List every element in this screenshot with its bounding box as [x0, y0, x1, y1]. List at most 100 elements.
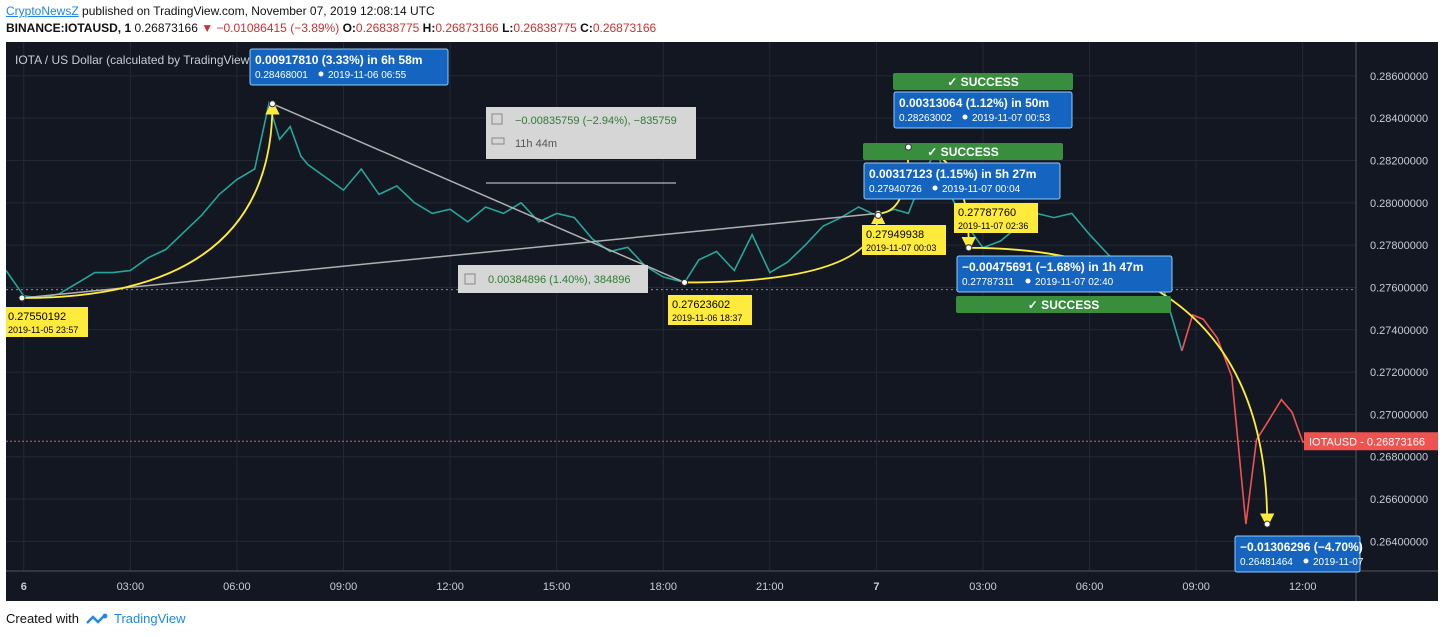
publish-line: CryptoNewsZ published on TradingView.com… — [6, 4, 435, 18]
x-tick-label: 18:00 — [649, 581, 677, 593]
price-label-box — [668, 295, 752, 325]
price-label-time: 2019-11-07 00:03 — [866, 243, 936, 253]
price-label-time: 2019-11-06 18:37 — [672, 313, 742, 323]
last-price: 0.26873166 — [134, 21, 198, 35]
price-line-down — [1181, 313, 1314, 525]
y-tick-label: 0.28200000 — [1370, 155, 1428, 167]
low-label: L: — [502, 21, 514, 35]
y-tick-label: 0.27200000 — [1370, 367, 1428, 379]
last-price-tag — [1304, 432, 1438, 451]
open-label: O: — [342, 21, 356, 35]
callout-box — [956, 255, 1173, 293]
price-label-box — [6, 307, 88, 337]
publisher-link[interactable]: CryptoNewsZ — [6, 4, 79, 18]
callout-box — [249, 48, 449, 86]
callout-change: 0.00917810 (3.33%) in 6h 58m — [255, 53, 422, 67]
created-with-text: Created with — [6, 611, 79, 626]
callout-time: 2019-11-06 06:55 — [328, 70, 407, 81]
duration-icon — [491, 137, 505, 145]
published-text: published on TradingView.com, November 0… — [78, 4, 435, 18]
price-label-box — [862, 225, 946, 255]
price-label-value: 0.27623602 — [672, 299, 730, 311]
callout-change: 0.00313064 (1.12%) in 50m — [899, 96, 1049, 110]
clock-icon — [962, 114, 968, 120]
callout-price: 0.28263002 — [899, 113, 952, 124]
x-tick-label: 03:00 — [969, 581, 997, 593]
measure-box — [486, 107, 696, 159]
symbol-label: BINANCE:IOTAUSD, 1 — [6, 21, 132, 35]
price-label-time: 2019-11-05 23:57 — [8, 325, 78, 335]
last-price-tag-text: IOTAUSD - 0.26873166 — [1309, 436, 1425, 448]
success-banner — [893, 73, 1073, 90]
callout-price: 0.28468001 — [255, 70, 308, 81]
y-tick-label: 0.27800000 — [1370, 240, 1428, 252]
callout-price: 0.26481464 — [1240, 557, 1293, 568]
y-tick-label: 0.26400000 — [1370, 536, 1428, 548]
y-tick-label: 0.26800000 — [1370, 452, 1428, 464]
x-tick-label: 12:00 — [436, 581, 464, 593]
callout-box — [863, 162, 1061, 200]
price-label-value: 0.27949938 — [866, 229, 924, 241]
anchor-point — [18, 294, 26, 302]
measure-box-text: 11h 44m — [515, 138, 557, 150]
y-tick-label: 0.28400000 — [1370, 113, 1428, 125]
price-label-time: 2019-11-07 02:36 — [958, 221, 1028, 231]
tradingview-logo-icon — [85, 613, 108, 624]
trend-line — [21, 212, 879, 299]
anchor-point — [268, 100, 276, 108]
x-tick-label: 21:00 — [756, 581, 784, 593]
y-tick-label: 0.27000000 — [1370, 409, 1428, 421]
ohlc-line: BINANCE:IOTAUSD, 1 0.26873166 ▼ −0.01086… — [6, 21, 656, 35]
arrow-path — [968, 246, 1275, 528]
callout-box — [1234, 535, 1361, 573]
change-value: −0.01086415 (−3.89%) — [216, 21, 340, 35]
down-arrow-icon: ▼ — [201, 21, 214, 35]
high-value: 0.26873166 — [435, 21, 499, 35]
anchor-point — [874, 211, 882, 219]
anchor-point — [681, 278, 689, 286]
callout-change: 0.00317123 (1.15%) in 5h 27m — [869, 167, 1036, 181]
y-tick-label: 0.27400000 — [1370, 325, 1428, 337]
price-label-value: 0.27550192 — [8, 311, 66, 323]
callout-box — [893, 91, 1073, 129]
price-label-box — [954, 203, 1038, 233]
price-label-value: 0.27787760 — [958, 207, 1016, 219]
x-tick-label: 12:00 — [1289, 581, 1317, 593]
high-label: H: — [422, 21, 436, 35]
anchor-point — [965, 244, 973, 252]
callout-time: 2019-11-07 00:04 — [942, 184, 1021, 195]
arrow-path — [21, 100, 280, 299]
success-banner — [863, 143, 1063, 160]
y-tick-label: 0.27600000 — [1370, 282, 1428, 294]
range-icon — [464, 273, 476, 285]
anchor-point — [1263, 520, 1271, 528]
callout-time: 2019-11-07 02:40 — [1035, 277, 1114, 288]
clock-icon — [1025, 278, 1031, 284]
measure-box-text: −0.00835759 (−2.94%), −835759 — [515, 115, 677, 127]
x-tick-label: 09:00 — [330, 581, 358, 593]
trend-line — [272, 103, 685, 284]
success-banner — [956, 296, 1171, 313]
callout-price: 0.27787311 — [962, 277, 1015, 288]
x-tick-label: 03:00 — [117, 581, 145, 593]
tradingview-brand[interactable]: TradingView — [114, 611, 186, 626]
low-value: 0.26838775 — [513, 21, 577, 35]
price-line-up — [6, 100, 1183, 352]
callout-change: −0.01306296 (−4.70%) — [1240, 540, 1363, 554]
measure-box-text: 0.00384896 (1.40%), 384896 — [488, 274, 631, 286]
clock-icon — [932, 185, 938, 191]
range-icon — [491, 113, 503, 125]
price-chart[interactable]: 0.28600000 0.28400000 0.28200000 0.28000000… — [6, 42, 1438, 601]
close-label: C: — [580, 21, 593, 35]
x-tick-label: 06:00 — [1076, 581, 1104, 593]
x-tick-label: 6 — [21, 581, 27, 593]
success-label: ✓ SUCCESS — [947, 75, 1018, 89]
success-label: ✓ SUCCESS — [927, 145, 998, 159]
close-value: 0.26873166 — [592, 21, 657, 35]
clock-icon — [1303, 558, 1309, 564]
callout-change: −0.00475691 (−1.68%) in 1h 47m — [962, 260, 1143, 274]
chart-panel[interactable]: 0.28600000 0.28400000 0.28200000 0.28000000… — [6, 42, 1438, 601]
footer: Created with TradingView — [6, 611, 186, 627]
open-value: 0.26838775 — [355, 21, 420, 35]
x-tick-label: 7 — [873, 581, 879, 593]
